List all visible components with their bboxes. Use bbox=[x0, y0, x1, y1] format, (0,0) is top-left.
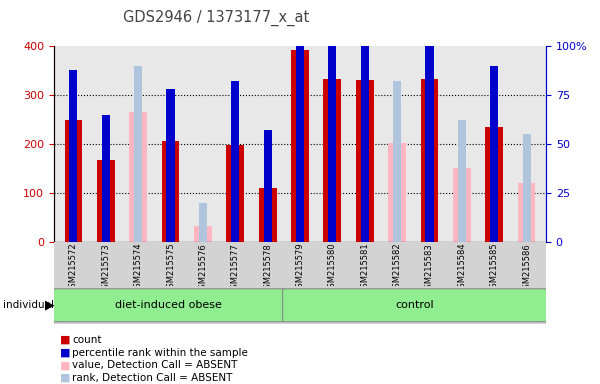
Bar bbox=[393, 81, 401, 242]
Text: GSM215582: GSM215582 bbox=[392, 243, 401, 293]
Bar bbox=[161, 141, 179, 242]
Bar bbox=[291, 50, 309, 242]
Text: GSM215583: GSM215583 bbox=[425, 243, 434, 293]
Bar bbox=[485, 127, 503, 242]
Text: count: count bbox=[72, 335, 101, 345]
Bar bbox=[453, 169, 471, 242]
Text: GSM215585: GSM215585 bbox=[490, 243, 499, 293]
Text: GSM215581: GSM215581 bbox=[360, 243, 369, 293]
Text: GSM215577: GSM215577 bbox=[231, 243, 240, 293]
Text: GSM215578: GSM215578 bbox=[263, 243, 272, 293]
Text: GSM215584: GSM215584 bbox=[457, 243, 466, 293]
FancyBboxPatch shape bbox=[53, 289, 284, 322]
Text: GSM215575: GSM215575 bbox=[166, 243, 175, 293]
Text: GSM215574: GSM215574 bbox=[134, 243, 143, 293]
Bar bbox=[388, 143, 406, 242]
Text: GSM215572: GSM215572 bbox=[69, 243, 78, 293]
Text: ■: ■ bbox=[60, 348, 71, 358]
Text: ■: ■ bbox=[60, 360, 71, 370]
Bar bbox=[296, 23, 304, 242]
Bar bbox=[134, 66, 142, 242]
Bar bbox=[102, 115, 110, 242]
FancyBboxPatch shape bbox=[283, 289, 547, 322]
Bar bbox=[323, 79, 341, 242]
Text: rank, Detection Call = ABSENT: rank, Detection Call = ABSENT bbox=[72, 373, 232, 383]
Text: individual: individual bbox=[3, 300, 54, 310]
Text: GSM215579: GSM215579 bbox=[296, 243, 305, 293]
Bar bbox=[425, 46, 434, 242]
Bar bbox=[259, 188, 277, 242]
Bar bbox=[328, 26, 337, 242]
Bar bbox=[458, 121, 466, 242]
Bar bbox=[194, 226, 212, 242]
Bar bbox=[490, 66, 498, 242]
Bar bbox=[361, 36, 369, 242]
Text: ▶: ▶ bbox=[45, 299, 55, 312]
Text: value, Detection Call = ABSENT: value, Detection Call = ABSENT bbox=[72, 360, 238, 370]
Bar bbox=[518, 183, 535, 242]
Bar bbox=[263, 130, 272, 242]
Bar bbox=[421, 79, 439, 242]
Text: percentile rank within the sample: percentile rank within the sample bbox=[72, 348, 248, 358]
Text: diet-induced obese: diet-induced obese bbox=[115, 300, 222, 310]
Bar bbox=[70, 70, 77, 242]
Bar bbox=[356, 80, 374, 242]
Text: control: control bbox=[395, 300, 434, 310]
Bar bbox=[97, 160, 115, 242]
Text: GDS2946 / 1373177_x_at: GDS2946 / 1373177_x_at bbox=[123, 10, 309, 26]
Text: GSM215580: GSM215580 bbox=[328, 243, 337, 293]
Bar bbox=[199, 203, 207, 242]
Bar bbox=[226, 146, 244, 242]
Text: ■: ■ bbox=[60, 335, 71, 345]
Bar bbox=[523, 134, 530, 242]
Bar bbox=[231, 81, 239, 242]
Bar bbox=[166, 89, 175, 242]
Text: ■: ■ bbox=[60, 373, 71, 383]
Text: GSM215573: GSM215573 bbox=[101, 243, 110, 293]
Bar bbox=[129, 112, 147, 242]
Text: GSM215586: GSM215586 bbox=[522, 243, 531, 293]
Bar bbox=[65, 121, 82, 242]
Text: GSM215576: GSM215576 bbox=[199, 243, 208, 293]
